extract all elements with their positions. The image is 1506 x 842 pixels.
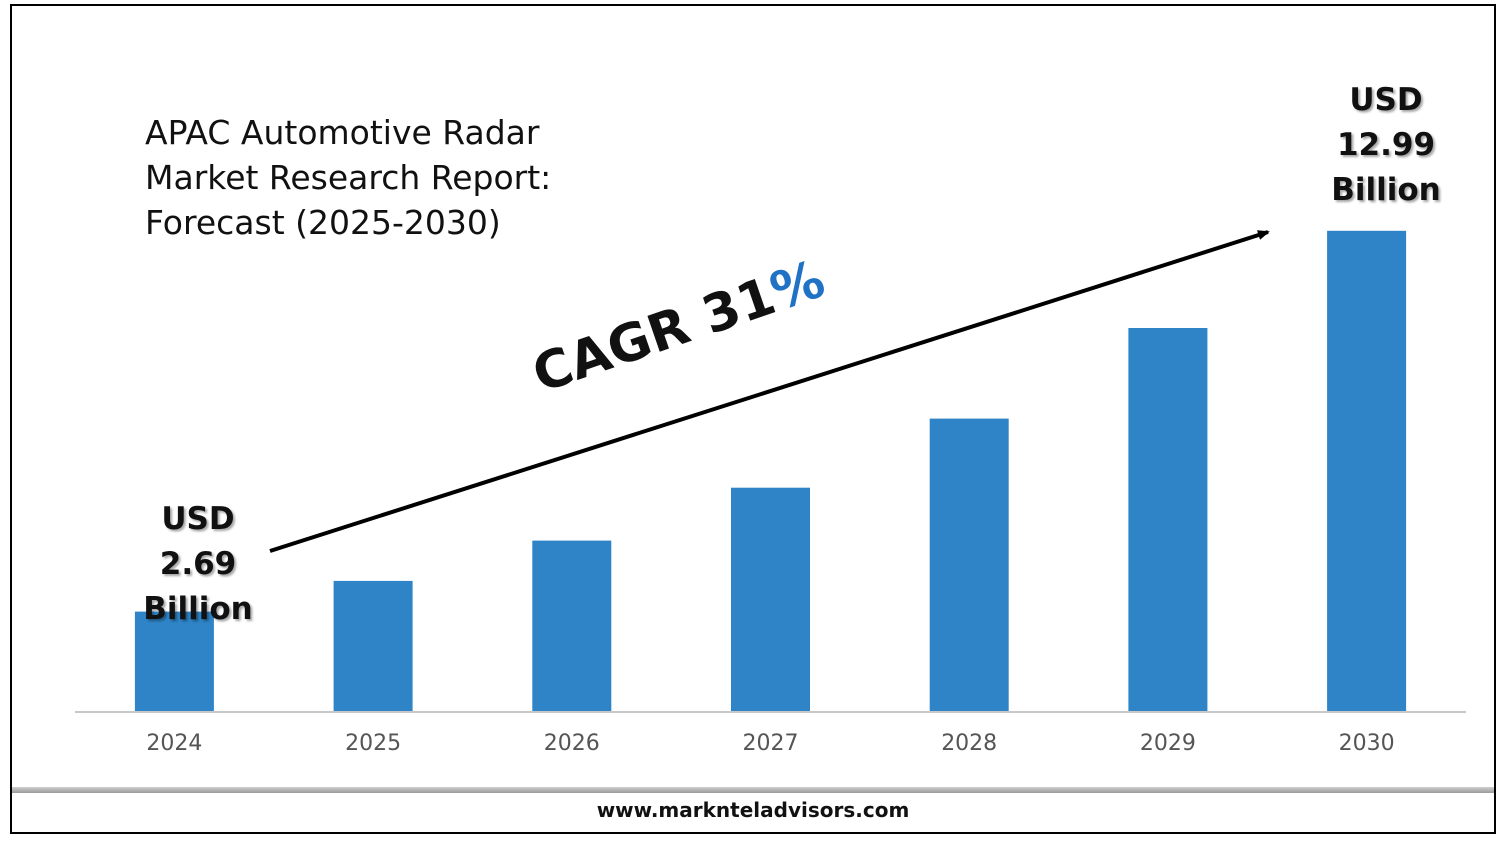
chart-title-line-1: APAC Automotive Radar (145, 113, 540, 152)
end-value-callout: USD 12.99 Billion (1306, 78, 1466, 213)
footer-website: www.marknteladvisors.com (596, 798, 910, 822)
x-tick-2024: 2024 (146, 731, 202, 756)
cagr-trend-arrow (269, 230, 1270, 553)
bars-group (134, 230, 1407, 712)
bar-2027 (731, 487, 810, 711)
x-tick-2028: 2028 (941, 731, 997, 756)
bar-2026 (532, 540, 612, 711)
chart-title-line-2: Market Research Report: (145, 158, 552, 197)
x-tick-2030: 2030 (1339, 731, 1395, 756)
start-value-callout: USD 2.69 Billion (118, 497, 278, 632)
x-tick-2029: 2029 (1140, 731, 1196, 756)
start-callout-currency: USD (161, 501, 235, 537)
x-tick-2025: 2025 (345, 731, 401, 756)
end-callout-unit: Billion (1331, 172, 1441, 208)
bar-2028 (929, 418, 1009, 711)
bar-2029 (1128, 328, 1208, 711)
start-callout-unit: Billion (143, 591, 253, 627)
bar-2025 (333, 580, 413, 711)
bar-2024 (134, 611, 214, 711)
x-tick-2027: 2027 (743, 731, 799, 756)
end-callout-currency: USD (1349, 82, 1423, 118)
x-tick-labels: 2024 2025 2026 2027 2028 2029 2030 (146, 731, 1394, 756)
footer-divider (12, 787, 1494, 793)
chart-title: APAC Automotive Radar Market Research Re… (145, 110, 665, 245)
x-tick-2026: 2026 (544, 731, 600, 756)
start-callout-value: 2.69 (159, 546, 237, 582)
chart-title-line-3: Forecast (2025-2030) (145, 203, 501, 242)
end-callout-value: 12.99 (1336, 127, 1436, 163)
bar-2030 (1327, 230, 1407, 712)
